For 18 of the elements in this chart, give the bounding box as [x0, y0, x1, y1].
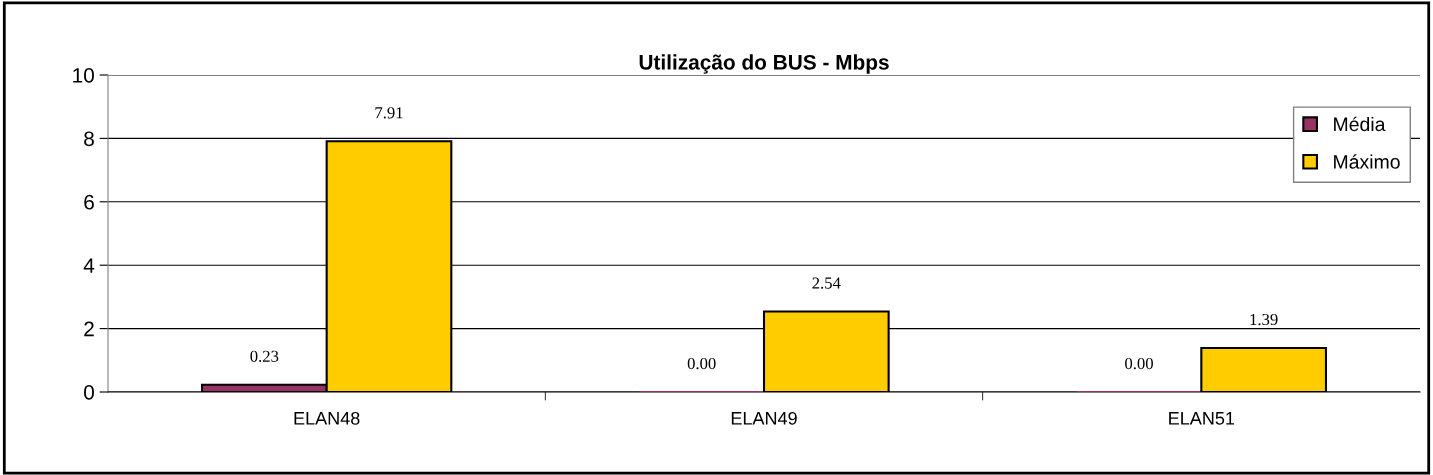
y-tick-label: 8	[84, 131, 94, 147]
legend-label: Máximo	[1334, 154, 1400, 169]
data-label: 0.00	[1125, 357, 1153, 370]
x-tick-label: ELAN51	[1169, 412, 1235, 425]
data-label: 0.23	[250, 350, 279, 362]
data-label: 2.54	[812, 277, 841, 289]
y-tick-label: 10	[73, 68, 94, 83]
y-tick-label: 6	[84, 194, 94, 210]
x-tick-label: ELAN48	[294, 411, 360, 425]
y-tick-label: 0	[84, 385, 94, 400]
legend-label: Média	[1334, 116, 1386, 132]
x-tick-label: ELAN49	[731, 411, 797, 425]
data-label: 7.91	[375, 107, 403, 119]
chart-title: Utilização do BUS - Mbps	[639, 54, 889, 74]
data-label: 1.39	[1250, 313, 1278, 326]
y-tick-label: 2	[84, 321, 94, 337]
y-tick-label: 4	[83, 258, 95, 273]
data-label: 0.00	[687, 357, 716, 370]
